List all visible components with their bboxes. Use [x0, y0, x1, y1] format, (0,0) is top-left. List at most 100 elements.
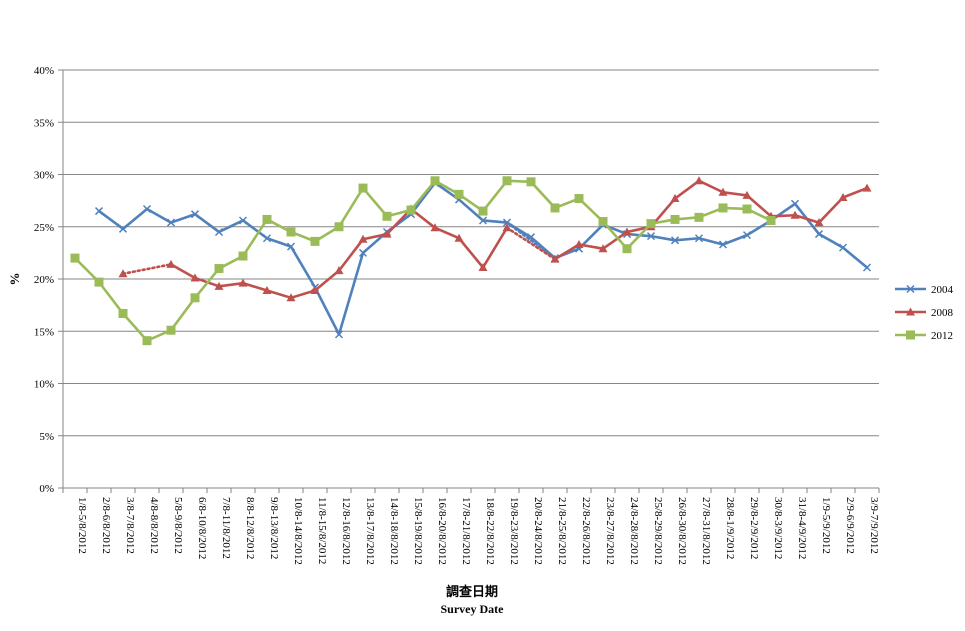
y-tick-label: 40%: [34, 65, 54, 77]
x-tick-label: 16/8-20/8/2012: [436, 497, 448, 565]
x-tick-labels: 1/8-5/8/2012 2/8-6/8/2012 3/8-7/8/2012 4/8-…: [76, 497, 880, 565]
data-point: [502, 218, 512, 227]
y-tick-label: 0%: [39, 483, 54, 495]
marker-stroke: [526, 233, 536, 242]
x-tick-label: 27/8-31/8/2012: [700, 497, 712, 565]
data-point: [214, 264, 224, 274]
data-point: [790, 199, 800, 208]
data-point: [94, 277, 104, 287]
data-point: [310, 285, 320, 294]
marker-stroke: [502, 218, 512, 227]
data-point: [238, 251, 248, 261]
legend-item-2008: 2008: [895, 307, 954, 319]
marker-stroke: [742, 231, 752, 240]
x-tick-label: 28/8-1/9/2012: [724, 497, 736, 559]
legend-label: 2012: [931, 330, 953, 342]
data-point: [574, 194, 584, 204]
data-point: [718, 203, 728, 213]
data-point: [286, 293, 296, 302]
series-gap-line: [121, 263, 173, 276]
data-point: [430, 223, 440, 232]
data-point: [238, 278, 248, 287]
data-point: [838, 243, 848, 252]
data-point: [118, 269, 128, 278]
x-tick-label: 9/8-13/8/2012: [268, 497, 280, 559]
data-point: [598, 244, 608, 253]
marker-stroke: [694, 234, 704, 243]
data-point: [406, 205, 416, 215]
x-tick-label: 22/8-26/8/2012: [580, 497, 592, 565]
data-point: [358, 248, 368, 257]
y-tick-label: 5%: [39, 431, 54, 443]
data-point: [906, 284, 915, 294]
x-tick-label: 5/8-9/8/2012: [172, 497, 184, 554]
x-tick-label: 19/8-23/8/2012: [508, 497, 520, 565]
data-point: [430, 176, 440, 186]
series-line: [73, 179, 773, 342]
series-2008: [118, 176, 872, 302]
data-point: [694, 212, 704, 222]
x-tick-label: 21/8-25/8/2012: [556, 497, 568, 565]
data-point: [742, 204, 752, 214]
marker-stroke: [646, 232, 656, 241]
x-tick-label: 10/8-14/8/2012: [292, 497, 304, 565]
marker-stroke: [286, 242, 296, 251]
marker-stroke: [238, 216, 248, 225]
x-tick-label: 23/8-27/8/2012: [604, 497, 616, 565]
data-point: [334, 330, 344, 339]
data-point: [166, 218, 176, 227]
data-point: [334, 266, 344, 275]
x-tick-label: 1/8-5/8/2012: [76, 497, 88, 554]
x-tick-label: 4/8-8/8/2012: [148, 497, 160, 554]
x-tick-label: 17/8-21/8/2012: [460, 497, 472, 565]
marker-stroke: [142, 204, 152, 214]
data-point: [238, 216, 248, 225]
x-tick-label: 29/8-2/9/2012: [748, 497, 760, 559]
data-point: [334, 222, 344, 232]
y-tick-labels: 0% 5% 10% 15% 20% 25% 30% 35% 40%: [34, 65, 54, 495]
x-tick-label: 14/8-18/8/2012: [388, 497, 400, 565]
data-point: [622, 244, 632, 254]
x-tick-label: 6/8-10/8/2012: [196, 497, 208, 559]
data-point: [478, 216, 488, 225]
marker-stroke: [94, 207, 104, 216]
x-tick-label: 18/8-22/8/2012: [484, 497, 496, 565]
marker-stroke: [478, 216, 488, 225]
x-tick-label: 2/9-6/9/2012: [844, 497, 856, 554]
marker-stroke: [334, 330, 344, 339]
legend-item-2012: 2012: [895, 330, 953, 342]
marker-stroke: [358, 248, 368, 257]
y-tick-label: 10%: [34, 379, 54, 391]
x-tick-label: 11/8-15/8/2012: [316, 497, 328, 564]
x-tick-label: 13/8-17/8/2012: [364, 497, 376, 565]
x-tick-label: 3/8-7/8/2012: [124, 497, 136, 554]
data-point: [166, 259, 176, 268]
data-point: [622, 227, 632, 236]
marker-stroke: [862, 263, 872, 272]
data-point: [142, 204, 152, 214]
y-tick-label: 35%: [34, 117, 54, 129]
data-point: [646, 232, 656, 241]
data-point: [742, 231, 752, 240]
data-point: [790, 210, 800, 219]
y-tick-label: 30%: [34, 170, 54, 182]
x-axis-label-english: Survey Date: [441, 602, 505, 616]
data-point: [358, 234, 368, 243]
data-point: [694, 234, 704, 243]
data-point: [766, 215, 776, 225]
y-tick-label: 20%: [34, 274, 54, 286]
x-tick-label: 3/9-7/9/2012: [868, 497, 880, 554]
x-tick-label: 15/8-19/8/2012: [412, 497, 424, 565]
marker-stroke: [718, 240, 728, 249]
data-point: [262, 234, 272, 243]
x-axis-label: 調查日期: [446, 584, 498, 599]
data-point: [262, 214, 272, 224]
legend-label: 2004: [931, 284, 954, 296]
series-gap-line: [505, 221, 557, 260]
series-gap-line: [505, 226, 557, 261]
data-point: [166, 325, 176, 335]
data-point: [478, 263, 488, 272]
x-tick-label: 1/9-5/9/2012: [820, 497, 832, 554]
data-point: [862, 183, 872, 192]
